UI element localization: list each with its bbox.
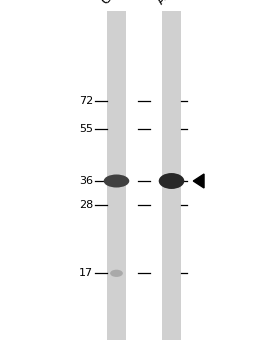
Text: 55: 55 bbox=[79, 123, 93, 134]
Ellipse shape bbox=[104, 174, 129, 188]
Text: 72: 72 bbox=[79, 96, 93, 106]
Polygon shape bbox=[193, 174, 204, 188]
Text: 28: 28 bbox=[79, 199, 93, 210]
Ellipse shape bbox=[159, 173, 184, 189]
Text: 36: 36 bbox=[79, 176, 93, 186]
Ellipse shape bbox=[110, 270, 123, 277]
Text: A549: A549 bbox=[154, 0, 184, 7]
Bar bbox=[107, 11, 126, 340]
Bar bbox=[162, 11, 181, 340]
Text: CCRF-CEM: CCRF-CEM bbox=[99, 0, 148, 7]
Text: 17: 17 bbox=[79, 268, 93, 278]
